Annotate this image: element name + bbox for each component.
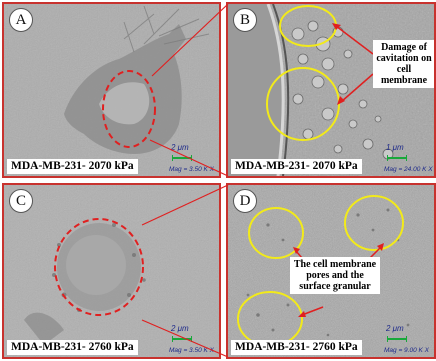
arrow-b2	[340, 73, 374, 103]
magnification-c: Mag = 3.50 K X	[169, 347, 214, 354]
panel-c: C MDA-MB-231- 2760 kPa 2 μm Mag = 3.50 K…	[2, 183, 221, 359]
panel-label-a: A	[9, 8, 33, 32]
scale-bar-c: 2 μm Mag = 3.50 K X	[169, 324, 215, 354]
caption-a: MDA-MB-231- 2070 kPa	[7, 159, 138, 174]
highlight-circle-d1	[248, 207, 304, 259]
scale-bar-a: 2 μm Mag = 3.50 K X	[169, 143, 215, 173]
scale-bar-b: 1 μm Mag = 24.00 K X	[384, 143, 433, 173]
caption-d: MDA-MB-231- 2760 kPa	[231, 340, 362, 355]
scale-length-a: 2 μm	[171, 143, 189, 152]
highlight-circle-c	[54, 218, 144, 316]
scale-bar-line-a	[172, 155, 192, 161]
scale-bar-line-c	[172, 336, 192, 342]
panel-label-c: C	[9, 189, 33, 213]
scale-bar-d: 2 μm Mag = 9.00 K X	[384, 324, 430, 354]
caption-c: MDA-MB-231- 2760 kPa	[7, 340, 138, 355]
annotation-b: Damage of cavitation on cell membrane	[373, 40, 434, 88]
panel-d: D The cell membrane pores and the surfac…	[226, 183, 436, 359]
scale-bar-line-d	[387, 336, 407, 342]
panel-a: A MDA-MB-231- 2070 kPa 2 μm Mag = 3.50 K…	[2, 2, 221, 178]
scale-length-d: 2 μm	[386, 324, 404, 333]
panel-label-d: D	[233, 189, 257, 213]
caption-b: MDA-MB-231- 2070 kPa	[231, 159, 362, 174]
arrow-d3	[301, 306, 324, 316]
scale-bar-line-b	[387, 155, 407, 161]
highlight-circle-a	[102, 70, 156, 148]
panel-label-b: B	[233, 8, 257, 32]
magnification-a: Mag = 3.50 K X	[169, 166, 214, 173]
magnification-d: Mag = 9.00 K X	[384, 347, 429, 354]
panel-b: B Damage of cavitation on cell membrane …	[226, 2, 436, 178]
sem-image-b	[228, 4, 434, 176]
arrow-b1	[335, 25, 374, 55]
magnification-b: Mag = 24.00 K X	[384, 166, 433, 173]
scale-length-c: 2 μm	[171, 324, 189, 333]
scale-length-b: 1 μm	[386, 143, 404, 152]
annotation-d: The cell membrane pores and the surface …	[290, 257, 380, 294]
highlight-circle-d2	[344, 195, 404, 251]
